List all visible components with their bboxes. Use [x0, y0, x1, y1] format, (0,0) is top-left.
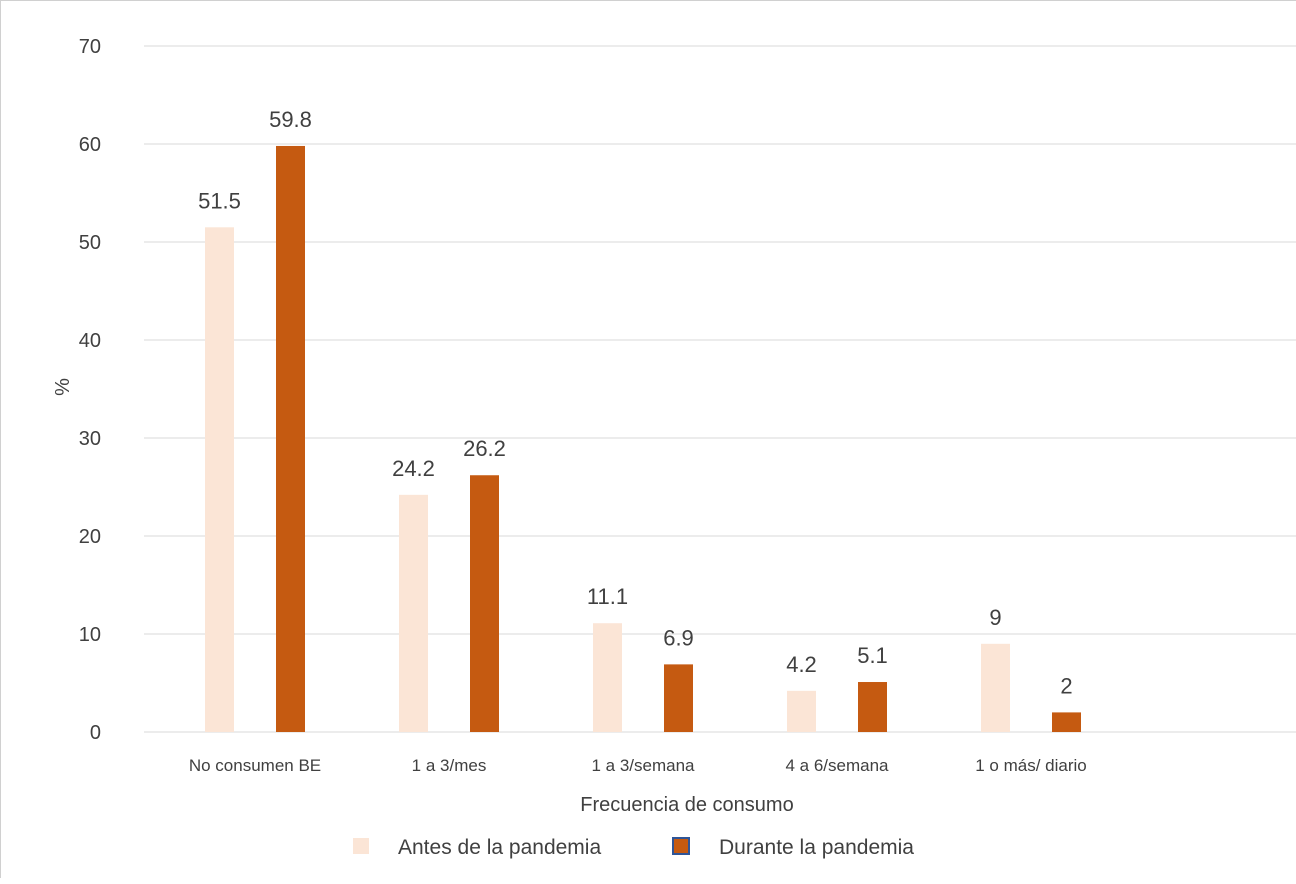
legend-swatch-antes: [353, 838, 369, 854]
data-label: 4.2: [786, 652, 817, 677]
data-labels: 51.5 24.2 11.1 4.2 9 59.8 26.2 6.9 5.1 2: [198, 107, 1073, 698]
data-label: 9: [989, 605, 1001, 630]
y-tick-label: 60: [79, 134, 101, 156]
y-axis-ticks: 0 10 20 30 40 50 60 70: [79, 36, 101, 744]
bar-antes: [399, 494, 428, 732]
y-tick-label: 10: [79, 624, 101, 646]
y-tick-label: 40: [79, 330, 101, 352]
x-axis-title: Frecuencia de consumo: [580, 794, 793, 816]
data-label: 24.2: [392, 456, 435, 481]
y-tick-label: 70: [79, 36, 101, 58]
legend-swatch-durante: [672, 837, 690, 855]
x-axis-categories: No consumen BE 1 a 3/mes 1 a 3/semana 4 a 6…: [189, 756, 1087, 775]
bar-antes: [593, 623, 622, 732]
legend-label: Antes de la pandemia: [398, 836, 601, 859]
bar-durante: [858, 682, 887, 732]
data-label: 11.1: [587, 584, 628, 609]
y-tick-label: 30: [79, 428, 101, 450]
y-axis-title: %: [52, 378, 74, 396]
data-label: 59.8: [269, 107, 312, 132]
x-category-label: 1 a 3/semana: [591, 756, 695, 775]
bar-antes: [205, 227, 234, 733]
data-label: 51.5: [198, 188, 241, 213]
bar-antes: [787, 690, 816, 732]
bar-antes: [981, 643, 1010, 732]
x-category-label: 1 o más/ diario: [975, 756, 1087, 775]
data-label: 2: [1060, 673, 1072, 698]
bar-durante: [1052, 712, 1081, 732]
bars: [205, 145, 1081, 733]
x-category-label: No consumen BE: [189, 756, 321, 775]
legend-label: Durante la pandemia: [719, 836, 914, 859]
bar-durante: [470, 475, 499, 732]
x-category-label: 4 a 6/semana: [785, 756, 889, 775]
data-label: 26.2: [463, 436, 506, 461]
y-tick-label: 0: [90, 722, 101, 744]
data-label: 6.9: [663, 625, 694, 650]
y-tick-label: 50: [79, 232, 101, 254]
y-tick-label: 20: [79, 526, 101, 548]
legend: Antes de la pandemia Durante la pandemia: [353, 836, 914, 859]
data-label: 5.1: [857, 643, 888, 668]
bar-durante: [276, 145, 305, 732]
bar-durante: [664, 664, 693, 732]
gridlines: [144, 45, 1296, 733]
x-category-label: 1 a 3/mes: [412, 756, 487, 775]
